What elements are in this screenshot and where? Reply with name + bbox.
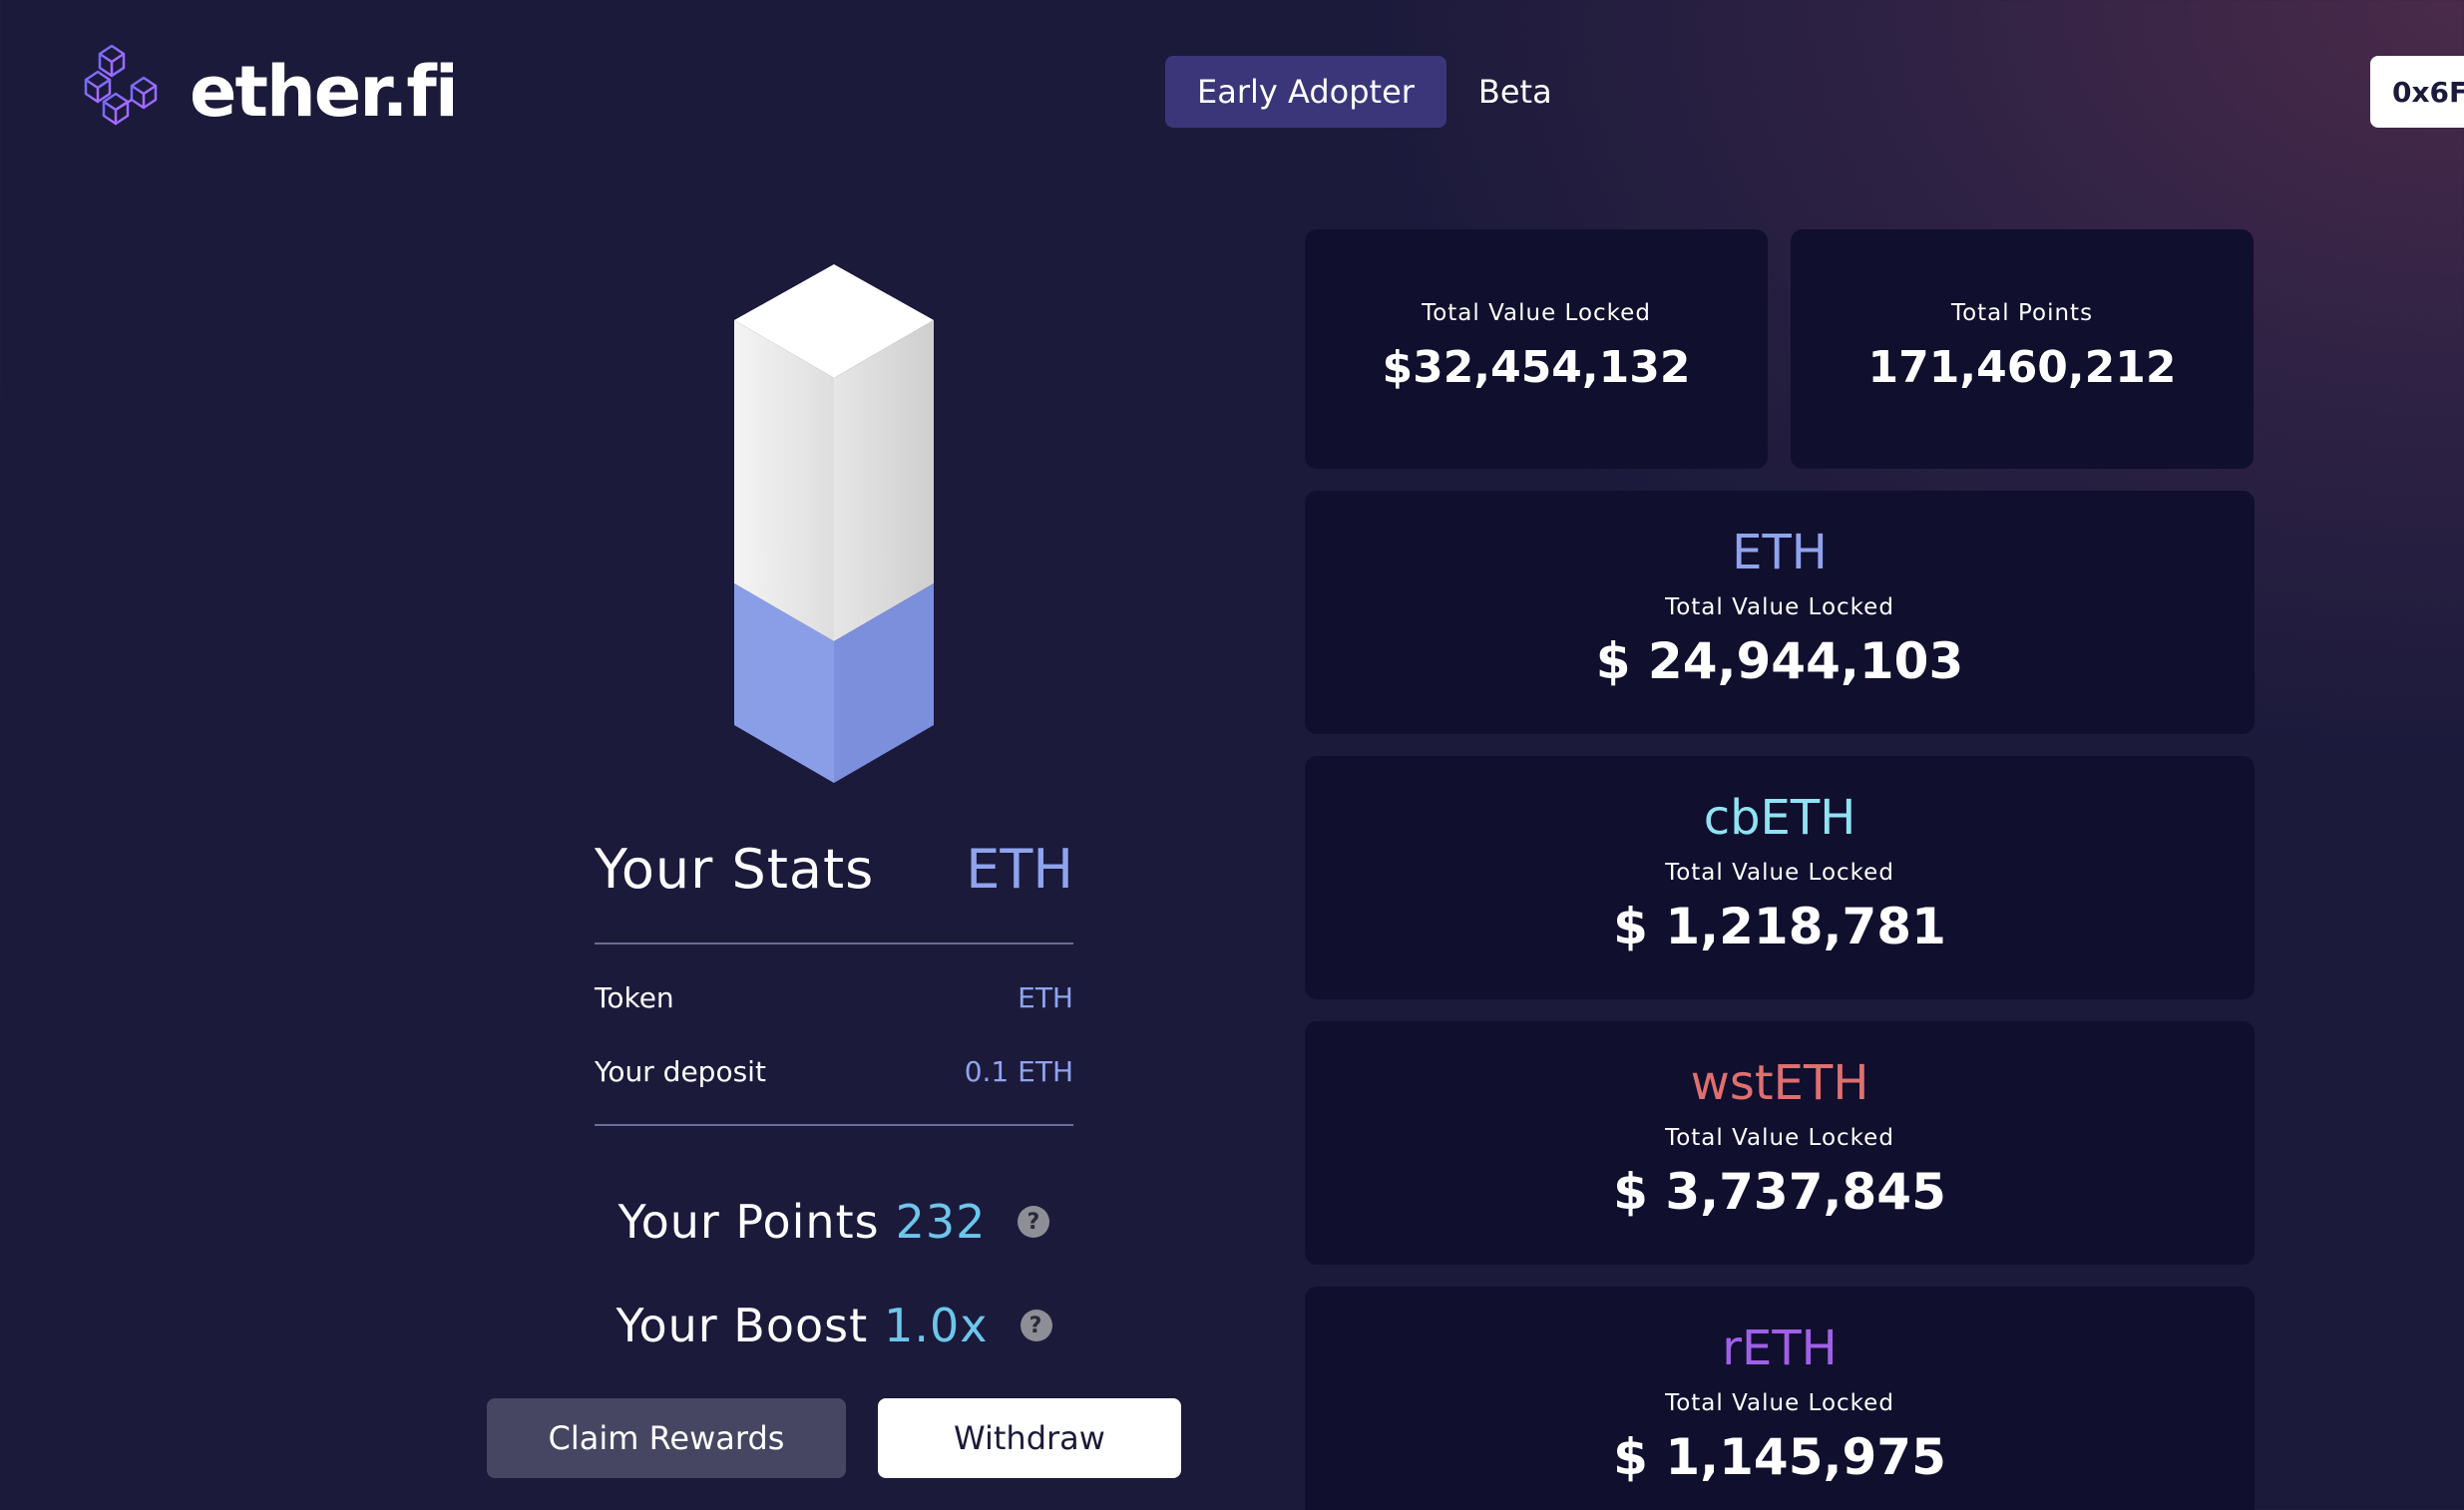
asset-name: wstETH	[1690, 1055, 1869, 1111]
asset-name: cbETH	[1703, 790, 1856, 846]
asset-label: Total Value Locked	[1665, 860, 1894, 886]
stat-label: Your deposit	[595, 1055, 766, 1088]
etherfi-logo-icon	[84, 44, 158, 126]
your-boost: Your Boost 1.0x ?	[595, 1299, 1073, 1352]
card-label: Total Value Locked	[1422, 299, 1651, 326]
asset-label: Total Value Locked	[1665, 1125, 1894, 1151]
points-help-icon[interactable]: ?	[1018, 1206, 1050, 1238]
stat-row-token: Token ETH	[595, 981, 1073, 1014]
stat-value: 0.1 ETH	[964, 1055, 1073, 1088]
asset-value: $ 1,218,781	[1613, 898, 1946, 955]
card-value: 171,460,212	[1867, 341, 2177, 393]
brand-name: ether.fi	[190, 51, 459, 133]
asset-card-wsteth: wstETH Total Value Locked $ 3,737,845	[1305, 1021, 2255, 1265]
asset-card-cbeth: cbETH Total Value Locked $ 1,218,781	[1305, 756, 2255, 999]
asset-name: rETH	[1722, 1321, 1838, 1376]
stat-label: Token	[595, 981, 674, 1014]
asset-value: $ 24,944,103	[1595, 632, 1964, 690]
card-label: Total Points	[1950, 299, 2094, 326]
total-value-locked-card: Total Value Locked $32,454,132	[1305, 229, 1768, 469]
your-points: Your Points 232 ?	[595, 1195, 1073, 1249]
total-points-card: Total Points 171,460,212	[1791, 229, 2254, 469]
points-label: Your Points	[617, 1195, 880, 1249]
asset-label: Total Value Locked	[1665, 594, 1894, 620]
stats-token: ETH	[966, 838, 1073, 901]
stats-divider-top	[595, 943, 1073, 944]
asset-label: Total Value Locked	[1665, 1390, 1894, 1416]
stats-divider-bottom	[595, 1124, 1073, 1126]
stats-header: Your Stats ETH	[595, 838, 1073, 901]
points-value: 232	[895, 1195, 987, 1249]
boost-value: 1.0x	[884, 1299, 989, 1352]
claim-rewards-button[interactable]: Claim Rewards	[487, 1398, 846, 1478]
boost-label: Your Boost	[616, 1299, 869, 1352]
top-nav: Early Adopter Beta	[1165, 56, 1584, 128]
boost-help-icon[interactable]: ?	[1020, 1310, 1052, 1341]
tab-beta[interactable]: Beta	[1477, 73, 1552, 111]
brand-logo[interactable]: ether.fi	[72, 36, 459, 148]
asset-value: $ 1,145,975	[1613, 1428, 1946, 1486]
stat-value: ETH	[1018, 981, 1073, 1014]
stats-title: Your Stats	[595, 838, 875, 901]
card-value: $32,454,132	[1382, 341, 1691, 393]
asset-name: ETH	[1732, 525, 1828, 580]
wallet-address-button[interactable]: 0x6F	[2370, 56, 2464, 128]
tab-early-adopter[interactable]: Early Adopter	[1165, 56, 1446, 128]
withdraw-button[interactable]: Withdraw	[878, 1398, 1181, 1478]
stat-row-deposit: Your deposit 0.1 ETH	[595, 1055, 1073, 1088]
asset-card-reth: rETH Total Value Locked $ 1,145,975	[1305, 1287, 2255, 1510]
deposit-pillar-graphic	[734, 264, 934, 783]
asset-value: $ 3,737,845	[1613, 1163, 1946, 1221]
asset-card-eth: ETH Total Value Locked $ 24,944,103	[1305, 491, 2255, 734]
